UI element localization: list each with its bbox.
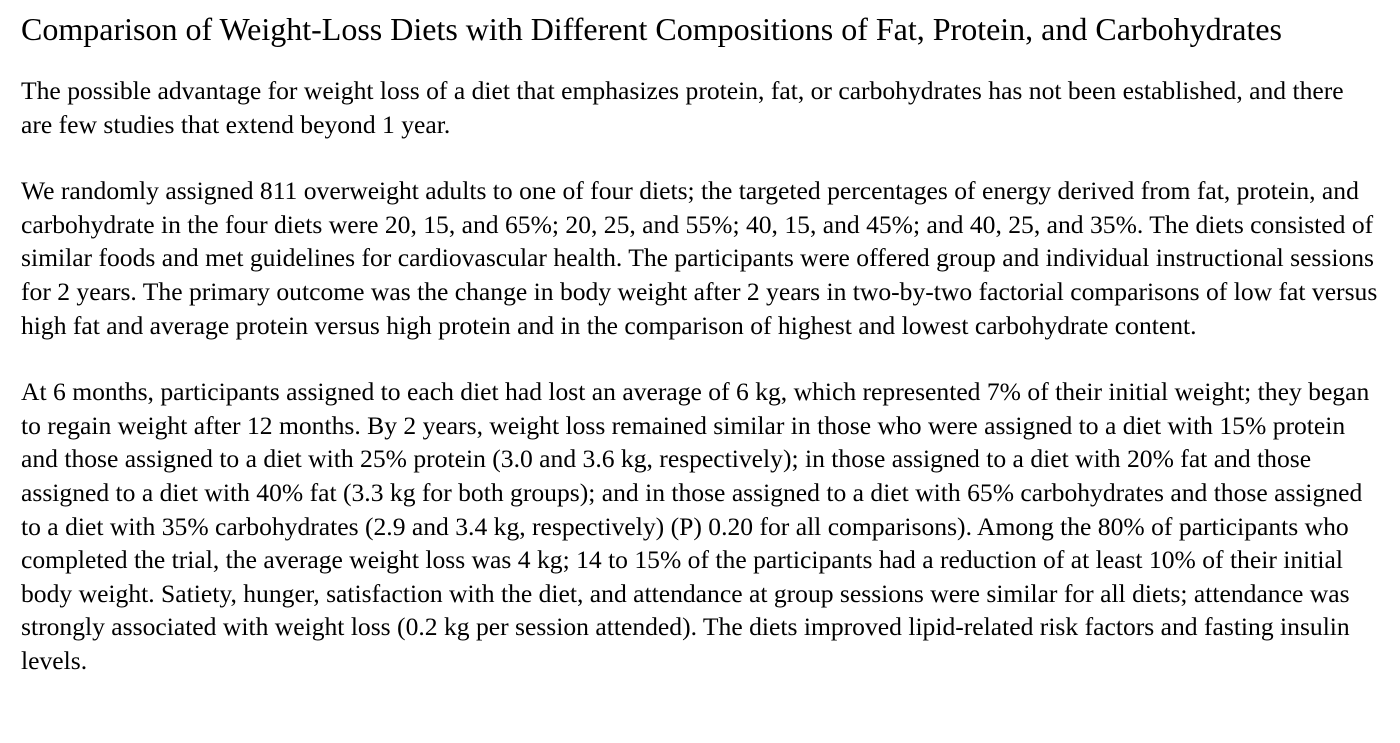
paragraph-methods: We randomly assigned 811 overweight adul… (21, 176, 1378, 340)
paragraph-results: At 6 months, participants assigned to ea… (21, 377, 1370, 675)
document-title: Comparison of Weight-Loss Diets with Dif… (21, 11, 1282, 47)
document: Comparison of Weight-Loss Diets with Dif… (21, 0, 1381, 678)
paragraph-background: The possible advantage for weight loss o… (21, 76, 1344, 139)
